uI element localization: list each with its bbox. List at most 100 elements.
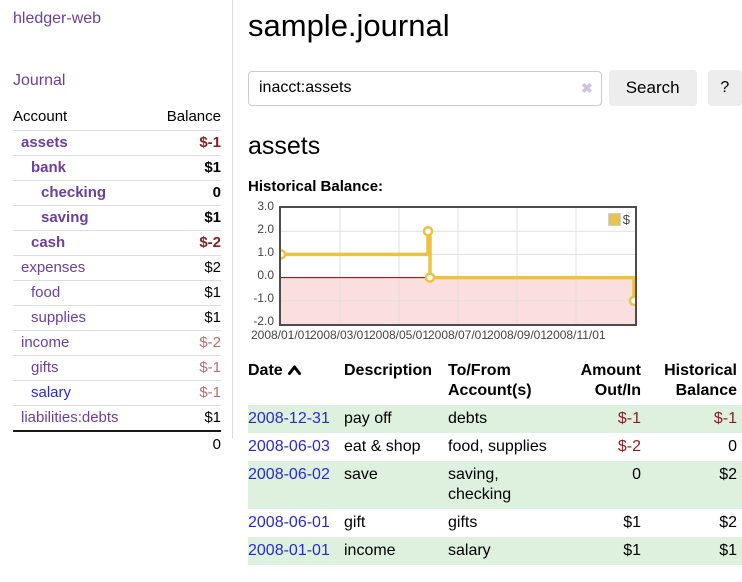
help-button[interactable]: ? <box>707 70 742 106</box>
register-header-description: Description <box>344 362 433 379</box>
sort-ascending-icon <box>287 362 302 382</box>
search-input-wrap: ✖ <box>248 70 602 106</box>
transaction-balance: $1 <box>719 542 737 559</box>
account-balance: $1 <box>204 409 221 426</box>
y-tick-label: -2.0 <box>253 314 274 328</box>
account-balance: $1 <box>204 284 221 301</box>
account-link-cash[interactable]: cash <box>31 234 66 251</box>
account-balance: $1 <box>204 159 221 176</box>
transaction-date-link[interactable]: 2008-06-01 <box>248 514 330 531</box>
account-row: expenses $2 <box>13 255 221 281</box>
date-header-label: Date <box>248 362 283 379</box>
transaction-date-link[interactable]: 2008-01-01 <box>248 542 330 559</box>
x-tick-label: 2008/07/01 <box>427 328 489 342</box>
plot-canvas <box>275 208 640 324</box>
accounts-header-account: Account <box>13 108 68 125</box>
brand-link[interactable]: hledger-web <box>13 10 102 27</box>
chart-legend: $ <box>607 212 630 227</box>
transaction-description: income <box>344 542 396 559</box>
transaction-amount: 0 <box>632 466 641 483</box>
account-row: salary $-1 <box>13 380 221 406</box>
transaction-date-link[interactable]: 2008-06-03 <box>248 438 330 455</box>
sidebar: hledger-web Journal Account Balance asse… <box>0 0 233 453</box>
register-header-amount: Amount Out/In <box>580 362 641 399</box>
register-header-row: Date Description To/From Account(s) Amou… <box>248 359 742 405</box>
transaction-date-link[interactable]: 2008-06-02 <box>248 466 330 483</box>
account-link-gifts[interactable]: gifts <box>31 359 59 376</box>
register-row: 2008-06-03 eat & shop food, supplies $-2… <box>248 433 742 461</box>
clear-search-icon[interactable]: ✖ <box>580 80 593 96</box>
main-content: sample.journal ✖ Search ? assets Histori… <box>248 0 742 565</box>
account-row: bank $1 <box>13 155 221 181</box>
x-tick-label: 2008/01/01 <box>250 328 312 342</box>
transaction-description: eat & shop <box>344 438 421 455</box>
transaction-description: save <box>344 466 378 483</box>
register-header-date[interactable]: Date <box>248 359 344 405</box>
register-row: 2008-06-01 gift gifts $1 $2 <box>248 509 742 537</box>
transaction-balance: $-1 <box>713 410 737 427</box>
account-balance: $-1 <box>199 384 221 401</box>
accounts-header-balance: Balance <box>166 108 221 125</box>
account-link-assets[interactable]: assets <box>21 134 68 151</box>
search-button[interactable]: Search <box>608 70 697 106</box>
nav-journal-link[interactable]: Journal <box>13 72 66 89</box>
account-row: checking 0 <box>13 180 221 206</box>
account-balance: $-2 <box>199 234 221 251</box>
transaction-balance: 0 <box>728 438 737 455</box>
transaction-account: food, supplies <box>448 438 547 455</box>
account-balance: $-1 <box>199 134 221 151</box>
account-link-bank[interactable]: bank <box>31 159 67 176</box>
account-link-liabilities-debts[interactable]: liabilities:debts <box>21 409 119 426</box>
transaction-amount: $1 <box>623 542 641 559</box>
search-input[interactable] <box>248 70 602 106</box>
register-header-balance: Historical Balance <box>664 362 737 399</box>
account-balance: 0 <box>212 184 221 201</box>
accounts-table: Account Balance assets $-1 bank $1 check… <box>13 105 221 458</box>
account-row: gifts $-1 <box>13 355 221 381</box>
transaction-account: salary <box>448 542 491 559</box>
accounts-total-row: 0 <box>13 431 221 458</box>
accounts-header-row: Account Balance <box>13 105 221 131</box>
y-tick-label: 3.0 <box>257 199 274 213</box>
chart-title: Historical Balance: <box>248 178 384 195</box>
sidebar-nav: Journal <box>13 72 221 90</box>
account-link-expenses[interactable]: expenses <box>21 259 86 276</box>
account-row: income $-2 <box>13 330 221 356</box>
y-tick-label: 2.0 <box>257 222 274 236</box>
account-link-supplies[interactable]: supplies <box>31 309 87 326</box>
app-brand: hledger-web <box>13 10 221 28</box>
transaction-date-link[interactable]: 2008-12-31 <box>248 410 330 427</box>
account-link-checking[interactable]: checking <box>41 184 107 201</box>
y-tick-label: 0.0 <box>257 268 274 282</box>
x-tick-label: 2008/05/01 <box>368 328 430 342</box>
account-link-salary[interactable]: salary <box>31 384 72 401</box>
transaction-amount: $-2 <box>617 438 641 455</box>
transaction-balance: $2 <box>719 514 737 531</box>
register-table: Date Description To/From Account(s) Amou… <box>248 359 742 565</box>
account-heading: assets <box>248 132 321 160</box>
account-row: supplies $1 <box>13 305 221 331</box>
register-row: 2008-12-31 pay off debts $-1 $-1 <box>248 405 742 433</box>
legend-swatch <box>607 213 621 226</box>
transaction-amount: $-1 <box>617 410 641 427</box>
y-tick-label: -1.0 <box>253 291 274 305</box>
search-bar: ✖ Search ? <box>248 70 742 106</box>
account-row: food $1 <box>13 280 221 306</box>
x-tick-label: 2008/11/01 <box>546 328 606 342</box>
register-header-account: To/From Account(s) <box>448 362 532 399</box>
register-row: 2008-06-02 save saving, checking 0 $2 <box>248 461 742 509</box>
legend-label: $ <box>622 212 630 227</box>
transaction-description: gift <box>344 514 366 531</box>
historical-balance-chart: 3.0 2.0 1.0 0.0 -1.0 -2.0 <box>248 197 742 347</box>
account-link-food[interactable]: food <box>31 284 61 301</box>
account-balance: $1 <box>204 209 221 226</box>
accounts-total-value: 0 <box>212 436 221 453</box>
x-axis-labels: 2008/01/01 2008/03/01 2008/05/01 2008/07… <box>251 328 635 344</box>
account-row: liabilities:debts $1 <box>13 405 221 432</box>
transaction-balance: $2 <box>719 466 737 483</box>
account-row: cash $-2 <box>13 230 221 256</box>
account-link-saving[interactable]: saving <box>41 209 89 226</box>
register-row: 2008-01-01 income salary $1 $1 <box>248 537 742 565</box>
account-link-income[interactable]: income <box>21 334 70 351</box>
